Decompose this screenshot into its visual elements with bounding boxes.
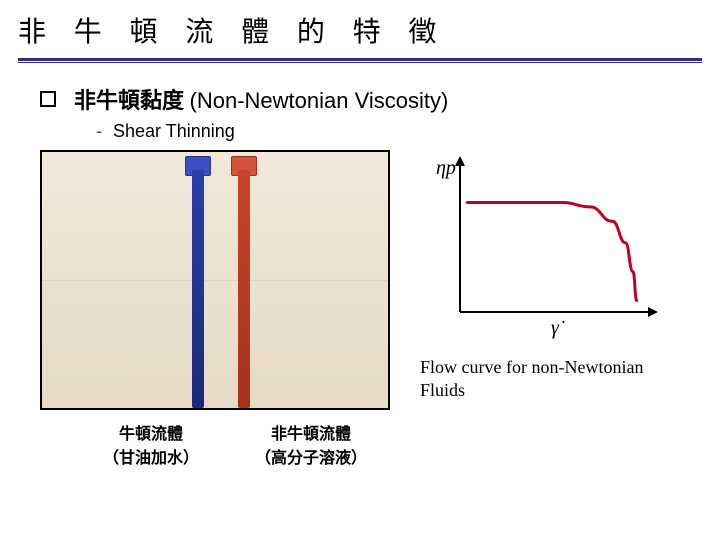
mid-area: ηpγ̇ Flow curve for non-Newtonian Fluids	[40, 150, 680, 410]
flow-curve-chart: ηpγ̇	[420, 150, 660, 340]
bullet-latin: (Non-Newtonian Viscosity)	[190, 88, 449, 113]
caption-right-line1: 非牛頓流體	[246, 420, 376, 444]
sub-bullet: - Shear Thinning	[40, 121, 680, 142]
photo-caption-row: 牛頓流體 （甘油加水） 非牛頓流體 （高分子溶液）	[40, 420, 680, 468]
svg-text:ηp: ηp	[436, 157, 456, 179]
photo-caption-right: 非牛頓流體 （高分子溶液）	[246, 420, 376, 468]
content-area: 非牛頓黏度 (Non-Newtonian Viscosity) - Shear …	[0, 63, 720, 468]
square-bullet-icon	[40, 91, 56, 107]
photo-caption-left: 牛頓流體 （甘油加水）	[96, 420, 206, 468]
caption-left-line1: 牛頓流體	[96, 420, 206, 444]
caption-right-line2: （高分子溶液）	[246, 444, 376, 468]
photo	[40, 150, 390, 410]
tube-blue-icon	[192, 170, 204, 408]
chart-caption: Flow curve for non-Newtonian Fluids	[420, 356, 680, 401]
title-rule	[18, 58, 702, 63]
chart-column: ηpγ̇ Flow curve for non-Newtonian Fluids	[390, 150, 680, 401]
bullet-row: 非牛頓黏度 (Non-Newtonian Viscosity)	[40, 83, 680, 115]
sub-bullet-marker-icon: -	[96, 121, 102, 141]
bullet-text: 非牛頓黏度 (Non-Newtonian Viscosity)	[74, 83, 448, 115]
sub-bullet-text: Shear Thinning	[113, 121, 235, 141]
slide-title: 非 牛 頓 流 體 的 特 徵	[0, 0, 720, 58]
bullet-cjk: 非牛頓黏度	[74, 88, 184, 113]
tube-red-icon	[238, 170, 250, 408]
caption-left-line2: （甘油加水）	[96, 444, 206, 468]
